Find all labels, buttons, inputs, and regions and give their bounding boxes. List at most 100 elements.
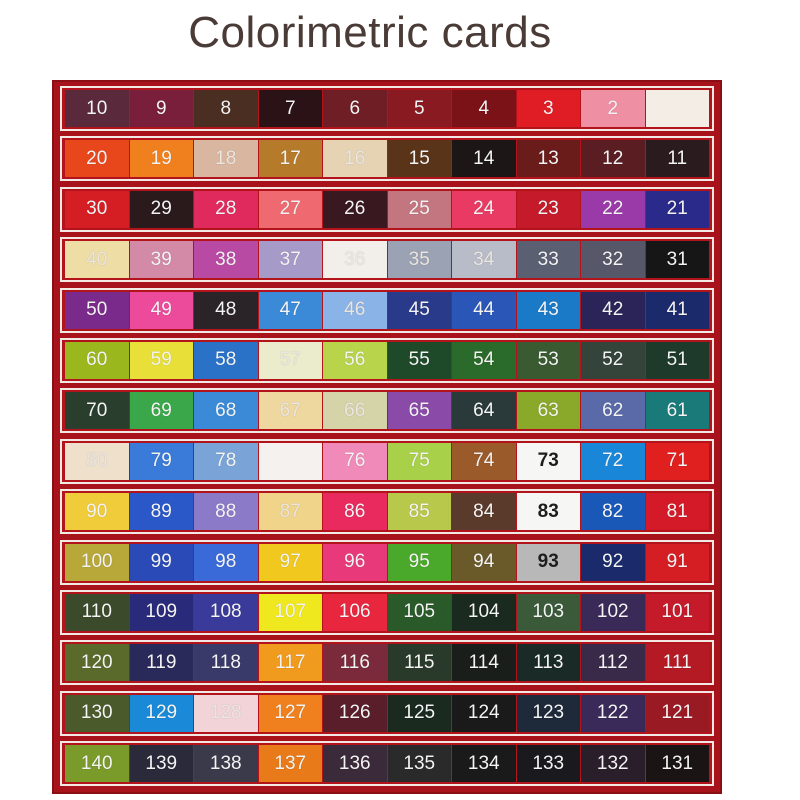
color-swatch: 126 <box>323 694 387 732</box>
color-swatch: 18 <box>194 140 258 178</box>
color-swatch: 64 <box>452 392 516 430</box>
color-swatch: 133 <box>516 745 580 783</box>
color-swatch: 12 <box>581 140 645 178</box>
card-row: 40 39 38 37 36 35 34 33 32 31 <box>60 237 714 283</box>
color-swatch: 35 <box>387 241 451 279</box>
color-swatch: 131 <box>645 745 709 783</box>
color-swatch: 94 <box>452 543 516 581</box>
color-swatch: 26 <box>323 190 387 228</box>
color-swatch: 132 <box>581 745 645 783</box>
color-swatch: 3 <box>516 90 580 127</box>
color-swatch: 81 <box>645 493 709 531</box>
color-swatch: 110 <box>65 593 129 631</box>
color-swatch: 69 <box>129 392 193 430</box>
color-swatch: 102 <box>581 593 645 631</box>
color-swatch: 62 <box>581 392 645 430</box>
card-row: 130 129 128 127 126 125 124 123 122 121 <box>60 690 714 736</box>
color-swatch: 30 <box>65 190 129 228</box>
color-swatch: 56 <box>323 341 387 379</box>
color-swatch: 57 <box>258 341 322 379</box>
color-swatch: 80 <box>65 442 129 480</box>
color-swatch: 112 <box>581 644 645 682</box>
color-swatch: 108 <box>194 593 258 631</box>
color-swatch: 111 <box>645 644 709 682</box>
color-swatch: 113 <box>516 644 580 682</box>
card-row: 70 69 68 67 66 65 64 63 62 61 <box>60 388 714 434</box>
color-swatch: 120 <box>65 644 129 682</box>
color-swatch: 37 <box>258 241 322 279</box>
color-swatch: 44 <box>452 291 516 329</box>
color-swatch: 22 <box>581 190 645 228</box>
card-row: 110 109 108 107 106 105 104 103 102 101 <box>60 589 714 635</box>
card-row: 90 89 88 87 86 85 84 83 82 81 <box>60 489 714 535</box>
color-swatch: 84 <box>452 493 516 531</box>
color-swatch: 51 <box>645 341 709 379</box>
color-swatch: 11 <box>645 140 709 178</box>
color-swatch: 125 <box>387 694 451 732</box>
color-swatch: 32 <box>581 241 645 279</box>
color-swatch: 39 <box>129 241 193 279</box>
color-swatch: 70 <box>65 392 129 430</box>
color-swatch: 24 <box>452 190 516 228</box>
color-swatch: 47 <box>258 291 322 329</box>
color-swatch: 21 <box>645 190 709 228</box>
color-swatch: 46 <box>323 291 387 329</box>
color-swatch: 139 <box>129 745 193 783</box>
color-swatch: 98 <box>194 543 258 581</box>
color-swatch: 96 <box>323 543 387 581</box>
color-swatch: 13 <box>516 140 580 178</box>
color-swatch: 73 <box>516 442 580 480</box>
color-swatch: 86 <box>323 493 387 531</box>
color-swatch: 9 <box>129 90 193 127</box>
color-swatch: 134 <box>452 745 516 783</box>
color-swatch: 93 <box>516 543 580 581</box>
color-swatch: 124 <box>452 694 516 732</box>
color-swatch: 71 <box>645 442 709 480</box>
color-swatch: 10 <box>65 90 129 127</box>
card-row: 100 99 98 97 96 95 94 93 92 91 <box>60 539 714 585</box>
color-swatch: 29 <box>129 190 193 228</box>
color-swatch: 48 <box>194 291 258 329</box>
color-swatch: 85 <box>387 493 451 531</box>
color-swatch: 99 <box>129 543 193 581</box>
color-swatch: 109 <box>129 593 193 631</box>
color-card-board: 10 9 8 7 6 5 4 3 2 20 19 18 17 16 15 14 13 12 11 30 29 28 27 26… <box>52 80 722 794</box>
color-swatch: 16 <box>323 140 387 178</box>
card-row: 140 139 138 137 136 135 134 133 132 131 <box>60 741 714 787</box>
card-row: 10 9 8 7 6 5 4 3 2 <box>60 86 714 131</box>
color-swatch: 23 <box>516 190 580 228</box>
color-swatch: 103 <box>516 593 580 631</box>
color-swatch: 5 <box>387 90 451 127</box>
color-swatch: 123 <box>516 694 580 732</box>
color-swatch: 4 <box>452 90 516 127</box>
card-row: 30 29 28 27 26 25 24 23 22 21 <box>60 186 714 232</box>
color-swatch: 14 <box>452 140 516 178</box>
card-row: 80 79 78 76 75 74 73 72 71 <box>60 438 714 484</box>
color-swatch: 136 <box>323 745 387 783</box>
color-swatch: 49 <box>129 291 193 329</box>
page-title: Colorimetric cards <box>188 8 552 57</box>
color-swatch: 15 <box>387 140 451 178</box>
color-swatch: 31 <box>645 241 709 279</box>
color-swatch: 36 <box>323 241 387 279</box>
color-swatch: 8 <box>194 90 258 127</box>
color-swatch: 67 <box>258 392 322 430</box>
color-swatch: 38 <box>194 241 258 279</box>
color-swatch: 75 <box>387 442 451 480</box>
color-swatch: 116 <box>323 644 387 682</box>
color-swatch: 68 <box>194 392 258 430</box>
color-swatch: 20 <box>65 140 129 178</box>
color-swatch: 40 <box>65 241 129 279</box>
color-swatch: 41 <box>645 291 709 329</box>
color-swatch: 115 <box>387 644 451 682</box>
color-swatch: 2 <box>581 90 645 127</box>
card-row: 60 59 58 57 56 55 54 53 52 51 <box>60 337 714 383</box>
color-swatch: 137 <box>258 745 322 783</box>
color-swatch: 104 <box>452 593 516 631</box>
color-swatch: 43 <box>516 291 580 329</box>
card-row: 120 119 118 117 116 115 114 113 112 111 <box>60 640 714 686</box>
color-swatch: 65 <box>387 392 451 430</box>
color-swatch: 90 <box>65 493 129 531</box>
color-swatch: 89 <box>129 493 193 531</box>
color-swatch: 61 <box>645 392 709 430</box>
